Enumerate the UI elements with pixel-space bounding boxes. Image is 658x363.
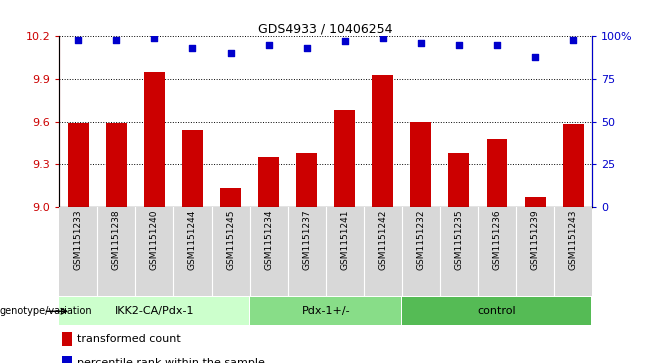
- Bar: [144, 72, 165, 207]
- Point: [263, 42, 274, 48]
- Bar: [249, 297, 401, 325]
- Point: [225, 50, 236, 56]
- Bar: [563, 125, 584, 207]
- Point: [492, 42, 502, 48]
- Text: transformed count: transformed count: [77, 334, 180, 344]
- Point: [301, 45, 312, 51]
- Bar: [220, 188, 241, 207]
- Bar: [63, 356, 72, 363]
- Text: GSM1151232: GSM1151232: [417, 209, 425, 270]
- Bar: [449, 153, 469, 207]
- Bar: [411, 122, 432, 207]
- Text: GSM1151241: GSM1151241: [340, 209, 349, 270]
- Text: genotype/variation: genotype/variation: [0, 306, 93, 316]
- Text: GSM1151234: GSM1151234: [264, 209, 273, 270]
- Text: GSM1151240: GSM1151240: [150, 209, 159, 270]
- Bar: [63, 333, 72, 346]
- Point: [73, 37, 84, 42]
- Text: GSM1151245: GSM1151245: [226, 209, 235, 270]
- Text: GSM1151235: GSM1151235: [455, 209, 463, 270]
- Bar: [402, 297, 592, 325]
- Text: GSM1151237: GSM1151237: [302, 209, 311, 270]
- Bar: [486, 139, 507, 207]
- Bar: [372, 75, 393, 207]
- Point: [340, 38, 350, 44]
- Text: IKK2-CA/Pdx-1: IKK2-CA/Pdx-1: [114, 306, 194, 316]
- Text: GSM1151242: GSM1151242: [378, 209, 388, 270]
- Bar: [68, 123, 89, 207]
- Bar: [182, 130, 203, 207]
- Text: GSM1151244: GSM1151244: [188, 209, 197, 270]
- Bar: [106, 123, 127, 207]
- Bar: [258, 157, 279, 207]
- Text: GSM1151243: GSM1151243: [569, 209, 578, 270]
- Point: [378, 35, 388, 41]
- Bar: [296, 153, 317, 207]
- Point: [416, 40, 426, 46]
- Point: [530, 54, 540, 60]
- Text: percentile rank within the sample: percentile rank within the sample: [77, 358, 265, 363]
- Text: GSM1151236: GSM1151236: [493, 209, 501, 270]
- Text: control: control: [478, 306, 517, 316]
- Point: [187, 45, 197, 51]
- Text: GSM1151239: GSM1151239: [530, 209, 540, 270]
- Point: [149, 35, 160, 41]
- Bar: [59, 297, 249, 325]
- Text: GSM1151233: GSM1151233: [74, 209, 83, 270]
- Point: [454, 42, 465, 48]
- Bar: [524, 197, 545, 207]
- Point: [111, 37, 122, 42]
- Text: GSM1151238: GSM1151238: [112, 209, 121, 270]
- Text: Pdx-1+/-: Pdx-1+/-: [301, 306, 350, 316]
- Title: GDS4933 / 10406254: GDS4933 / 10406254: [259, 22, 393, 35]
- Bar: [334, 110, 355, 207]
- Point: [568, 37, 578, 42]
